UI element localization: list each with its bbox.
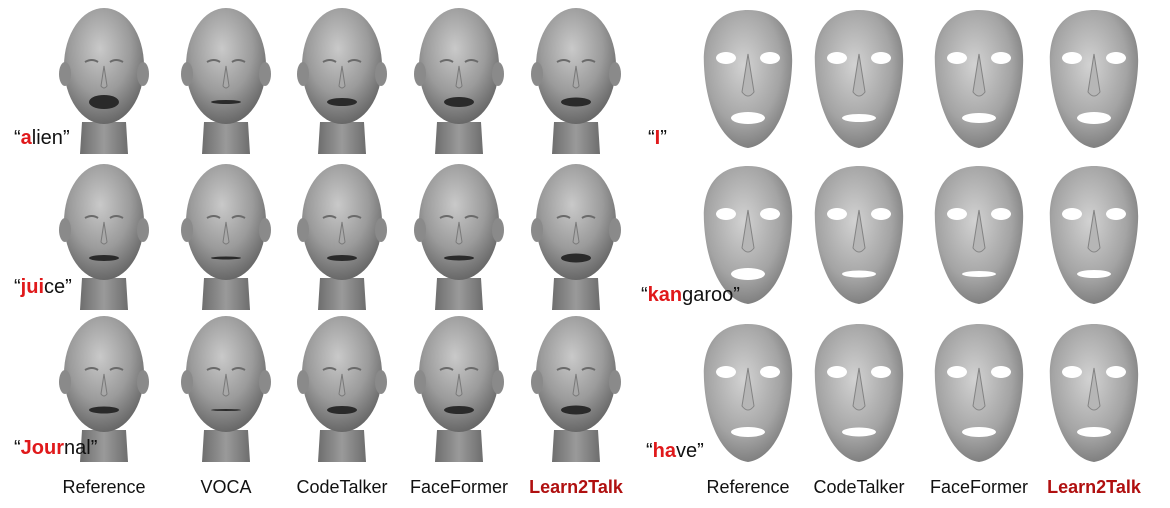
open-quote: “ <box>14 276 21 298</box>
face-render-reference-row3 <box>52 312 156 462</box>
word-rest: ve <box>676 440 698 462</box>
mouth <box>89 406 119 414</box>
right-column-label-learn2talk: Learn2Talk <box>1047 477 1141 497</box>
face-render-codetalker-row2 <box>290 160 394 310</box>
mouth <box>89 95 119 109</box>
close-quote: ” <box>62 127 70 149</box>
mouth <box>962 113 996 123</box>
face-mask-codetalker-row2 <box>807 160 911 310</box>
face-mask-faceformer-row2 <box>927 160 1031 310</box>
mouth <box>842 427 876 437</box>
face-render-voca-row1 <box>174 4 278 154</box>
face-render-codetalker-row3 <box>290 312 394 462</box>
face-mask-codetalker-row1 <box>807 4 911 154</box>
open-quote: “ <box>641 284 648 306</box>
face-render-codetalker-row1 <box>290 4 394 154</box>
mouth <box>211 100 241 104</box>
row-word-juice: “juice” <box>14 276 72 299</box>
left-column-label-learn2talk: Learn2Talk <box>529 477 623 497</box>
face-render-faceformer-row2 <box>407 160 511 310</box>
face-render-learn2talk-row1 <box>524 4 628 154</box>
mouth <box>444 97 474 107</box>
mouth <box>211 256 241 260</box>
highlighted-phoneme: ha <box>652 440 677 462</box>
mouth <box>89 255 119 261</box>
open-quote: “ <box>648 127 655 149</box>
mouth <box>731 427 765 437</box>
mouth <box>842 270 876 278</box>
close-quote: ” <box>90 437 98 459</box>
mouth <box>561 253 591 263</box>
word-rest: ce <box>44 276 66 298</box>
face-render-learn2talk-row2 <box>524 160 628 310</box>
word-rest: lien <box>31 127 63 149</box>
face-mask-learn2talk-row3 <box>1042 318 1146 468</box>
face-mask-reference-row3 <box>696 318 800 468</box>
mouth <box>327 98 357 106</box>
right-column-label-faceformer: FaceFormer <box>929 477 1029 497</box>
mouth <box>444 255 474 261</box>
highlighted-phoneme: jui <box>20 276 45 298</box>
close-quote: ” <box>733 284 740 306</box>
left-column-label-codetalker: CodeTalker <box>296 477 388 497</box>
face-mask-faceformer-row1 <box>927 4 1031 154</box>
left-column-label-faceformer: FaceFormer <box>409 477 509 497</box>
open-quote: “ <box>646 440 653 462</box>
row-word-have: “have” <box>646 440 704 463</box>
face-mask-faceformer-row3 <box>927 318 1031 468</box>
right-column-label-reference: Reference <box>706 477 790 497</box>
left-column-label-voca: VOCA <box>200 477 252 497</box>
open-quote: “ <box>14 437 21 459</box>
word-rest: nal <box>64 437 91 459</box>
highlighted-phoneme: a <box>20 127 32 149</box>
mouth <box>444 406 474 414</box>
face-render-voca-row2 <box>174 160 278 310</box>
mouth <box>327 406 357 414</box>
face-mask-reference-row1 <box>696 4 800 154</box>
mouth <box>731 268 765 280</box>
mouth <box>561 97 591 107</box>
mouth <box>1077 270 1111 278</box>
mouth <box>1077 112 1111 124</box>
mouth <box>731 112 765 124</box>
face-mask-learn2talk-row2 <box>1042 160 1146 310</box>
mouth <box>561 405 591 415</box>
mouth <box>211 409 241 411</box>
face-render-faceformer-row3 <box>407 312 511 462</box>
face-mask-codetalker-row3 <box>807 318 911 468</box>
mouth <box>842 114 876 122</box>
highlighted-phoneme: I <box>654 127 661 149</box>
open-quote: “ <box>14 127 21 149</box>
close-quote: ” <box>65 276 72 298</box>
face-render-reference-row2 <box>52 160 156 310</box>
mouth <box>327 255 357 261</box>
face-render-learn2talk-row3 <box>524 312 628 462</box>
close-quote: ” <box>660 127 667 149</box>
mouth <box>962 271 996 277</box>
row-word-journal: “Journal” <box>14 437 97 460</box>
face-render-faceformer-row1 <box>407 4 511 154</box>
row-word-alien: “alien” <box>14 127 70 150</box>
mouth <box>962 427 996 437</box>
highlighted-phoneme: Jour <box>20 437 65 459</box>
face-mask-learn2talk-row1 <box>1042 4 1146 154</box>
close-quote: ” <box>697 440 704 462</box>
row-word-kangaroo: “kangaroo” <box>641 284 740 307</box>
face-mask-reference-row2 <box>696 160 800 310</box>
right-column-label-codetalker: CodeTalker <box>813 477 905 497</box>
highlighted-phoneme: kan <box>647 284 683 306</box>
face-render-voca-row3 <box>174 312 278 462</box>
word-rest: garoo <box>682 284 734 306</box>
row-word-i: “I” <box>648 127 667 150</box>
left-column-label-reference: Reference <box>62 477 146 497</box>
mouth <box>1077 427 1111 437</box>
face-render-reference-row1 <box>52 4 156 154</box>
